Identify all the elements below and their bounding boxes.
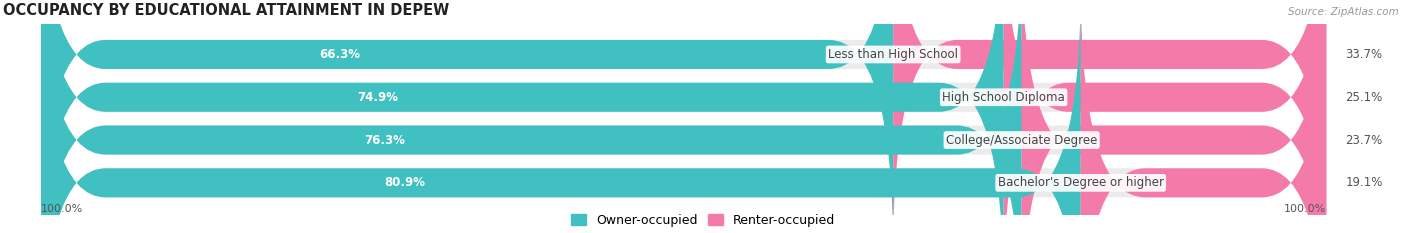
Text: 74.9%: 74.9% [357,91,399,104]
Text: 100.0%: 100.0% [41,204,83,214]
FancyBboxPatch shape [893,0,1326,233]
FancyBboxPatch shape [41,0,1022,233]
Text: Bachelor's Degree or higher: Bachelor's Degree or higher [998,176,1164,189]
Legend: Owner-occupied, Renter-occupied: Owner-occupied, Renter-occupied [567,209,839,232]
Text: OCCUPANCY BY EDUCATIONAL ATTAINMENT IN DEPEW: OCCUPANCY BY EDUCATIONAL ATTAINMENT IN D… [3,3,449,18]
FancyBboxPatch shape [41,0,1326,233]
Text: College/Associate Degree: College/Associate Degree [946,134,1097,147]
Text: 23.7%: 23.7% [1346,134,1382,147]
Text: 80.9%: 80.9% [385,176,426,189]
Text: 33.7%: 33.7% [1346,48,1382,61]
Text: 66.3%: 66.3% [319,48,360,61]
FancyBboxPatch shape [41,0,1326,233]
FancyBboxPatch shape [41,0,1004,233]
Text: 19.1%: 19.1% [1346,176,1382,189]
Text: 25.1%: 25.1% [1346,91,1382,104]
FancyBboxPatch shape [41,0,1326,233]
Text: High School Diploma: High School Diploma [942,91,1064,104]
Text: 100.0%: 100.0% [1284,204,1326,214]
FancyBboxPatch shape [41,0,1326,233]
Text: 76.3%: 76.3% [364,134,405,147]
FancyBboxPatch shape [1022,0,1326,233]
FancyBboxPatch shape [41,0,893,233]
Text: Less than High School: Less than High School [828,48,957,61]
FancyBboxPatch shape [41,0,1081,233]
FancyBboxPatch shape [1081,0,1326,233]
Text: Source: ZipAtlas.com: Source: ZipAtlas.com [1288,7,1399,17]
FancyBboxPatch shape [1004,0,1326,233]
